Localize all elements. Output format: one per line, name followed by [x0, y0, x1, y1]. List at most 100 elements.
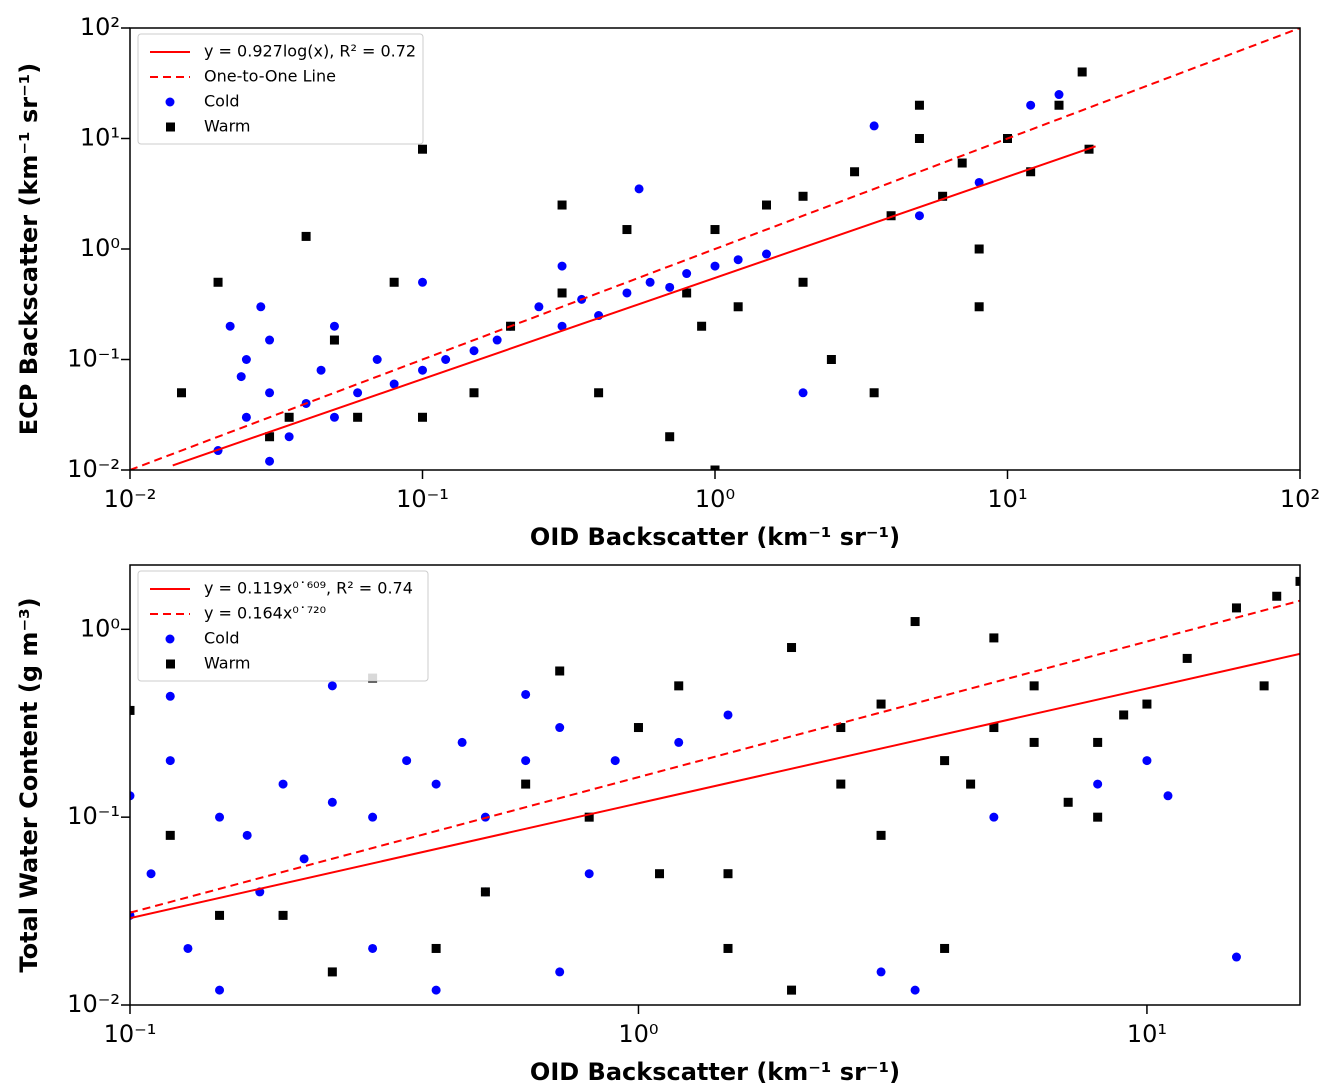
warm-point [940, 756, 950, 766]
y-tick-label: 10² [80, 13, 120, 41]
cold-point [165, 691, 175, 701]
y-tick-label: 10⁻¹ [67, 345, 120, 373]
warm-point [555, 666, 565, 676]
warm-point [876, 830, 886, 840]
warm-point [655, 869, 665, 879]
warm-point [557, 288, 567, 298]
cold-point [431, 779, 441, 789]
plot-area [130, 28, 1300, 470]
x-tick-label: 10² [1280, 485, 1320, 513]
x-tick-label: 10⁻¹ [104, 1020, 157, 1048]
warm-point [876, 699, 886, 709]
warm-point [1182, 653, 1192, 663]
warm-point [682, 288, 692, 298]
cold-point [183, 943, 193, 953]
cold-point [1163, 791, 1173, 801]
warm-point [594, 388, 604, 398]
x-tick-label: 10⁻¹ [396, 485, 449, 513]
cold-point [327, 797, 337, 807]
cold-point [674, 737, 684, 747]
warm-point [1077, 67, 1087, 77]
cold-point [215, 812, 225, 822]
warm-point [418, 412, 427, 422]
cold-point [215, 985, 225, 995]
warm-point [327, 967, 337, 977]
cold-point [557, 321, 567, 331]
x-axis-label: OID Backscatter (km⁻¹ sr⁻¹) [530, 523, 900, 551]
warm-point [1119, 710, 1129, 720]
warm-point [557, 200, 567, 210]
warm-point [723, 943, 733, 953]
cold-point [622, 288, 632, 298]
cold-point [989, 812, 999, 822]
warm-point [787, 643, 797, 653]
warm-point [1054, 100, 1064, 110]
cold-point [682, 269, 692, 279]
y-axis-label: ECP Backscatter (km⁻¹ sr⁻¹) [15, 63, 43, 436]
y-tick-label: 10⁰ [80, 614, 120, 642]
plot-frame [129, 27, 1301, 471]
cold-point [457, 737, 467, 747]
warm-point [940, 943, 950, 953]
y-tick-label: 10⁰ [80, 234, 120, 262]
warm-point [1093, 812, 1103, 822]
cold-point [610, 756, 620, 766]
warm-point [329, 335, 339, 345]
cold-point [665, 282, 675, 292]
warm-point [165, 830, 175, 840]
cold-point [876, 967, 886, 977]
cold-point [418, 365, 427, 375]
warm-point [798, 191, 808, 201]
legend-label: y = 0.927log(x), R² = 0.72 [204, 42, 416, 61]
legend-marker [165, 97, 175, 107]
cold-point [265, 456, 275, 466]
warm-point [389, 277, 399, 287]
x-tick-label: 10¹ [987, 485, 1027, 513]
y-axis-label: Total Water Content (g m⁻³) [15, 597, 43, 972]
legend-label: y = 0.119x⁰˙⁶⁰⁹, R² = 0.74 [204, 579, 413, 598]
cold-point [225, 321, 235, 331]
warm-point [431, 943, 441, 953]
cold-point [1231, 952, 1241, 962]
warm-point [1272, 591, 1282, 601]
cold-point [284, 432, 294, 442]
plot-frame [129, 564, 1301, 1006]
cold-point [236, 372, 246, 382]
warm-point [798, 277, 808, 287]
warm-point [265, 432, 275, 442]
warm-point [213, 277, 223, 287]
warm-point [710, 225, 720, 235]
cold-point [762, 249, 772, 259]
warm-point [521, 779, 531, 789]
warm-point [301, 231, 311, 241]
warm-point [787, 985, 797, 995]
legend-label: One-to-One Line [204, 67, 336, 86]
cold-point [353, 388, 363, 398]
warm-point [723, 869, 733, 879]
legend-marker [165, 634, 175, 644]
cold-point [418, 277, 427, 287]
legend-label: Warm [204, 654, 250, 673]
warm-point [177, 388, 187, 398]
cold-point [265, 335, 275, 345]
cold-point [557, 261, 567, 271]
x-tick-label: 10¹ [1127, 1020, 1167, 1048]
cold-point [555, 723, 565, 733]
warm-point [418, 144, 427, 154]
cold-point [555, 967, 565, 977]
legend-marker [166, 659, 175, 669]
warm-point [1026, 167, 1036, 177]
warm-point [957, 158, 967, 168]
warm-point [278, 910, 288, 920]
cold-point [521, 689, 531, 699]
legend-label: y = 0.164x⁰˙⁷²⁰ [204, 604, 326, 623]
cold-point [869, 121, 879, 131]
warm-point [130, 705, 135, 715]
warm-point [914, 100, 924, 110]
warm-point [215, 910, 225, 920]
cold-point [534, 302, 544, 312]
x-tick-label: 10⁰ [618, 1020, 658, 1048]
warm-point [886, 211, 896, 221]
warm-point [869, 388, 879, 398]
warm-point [697, 321, 707, 331]
